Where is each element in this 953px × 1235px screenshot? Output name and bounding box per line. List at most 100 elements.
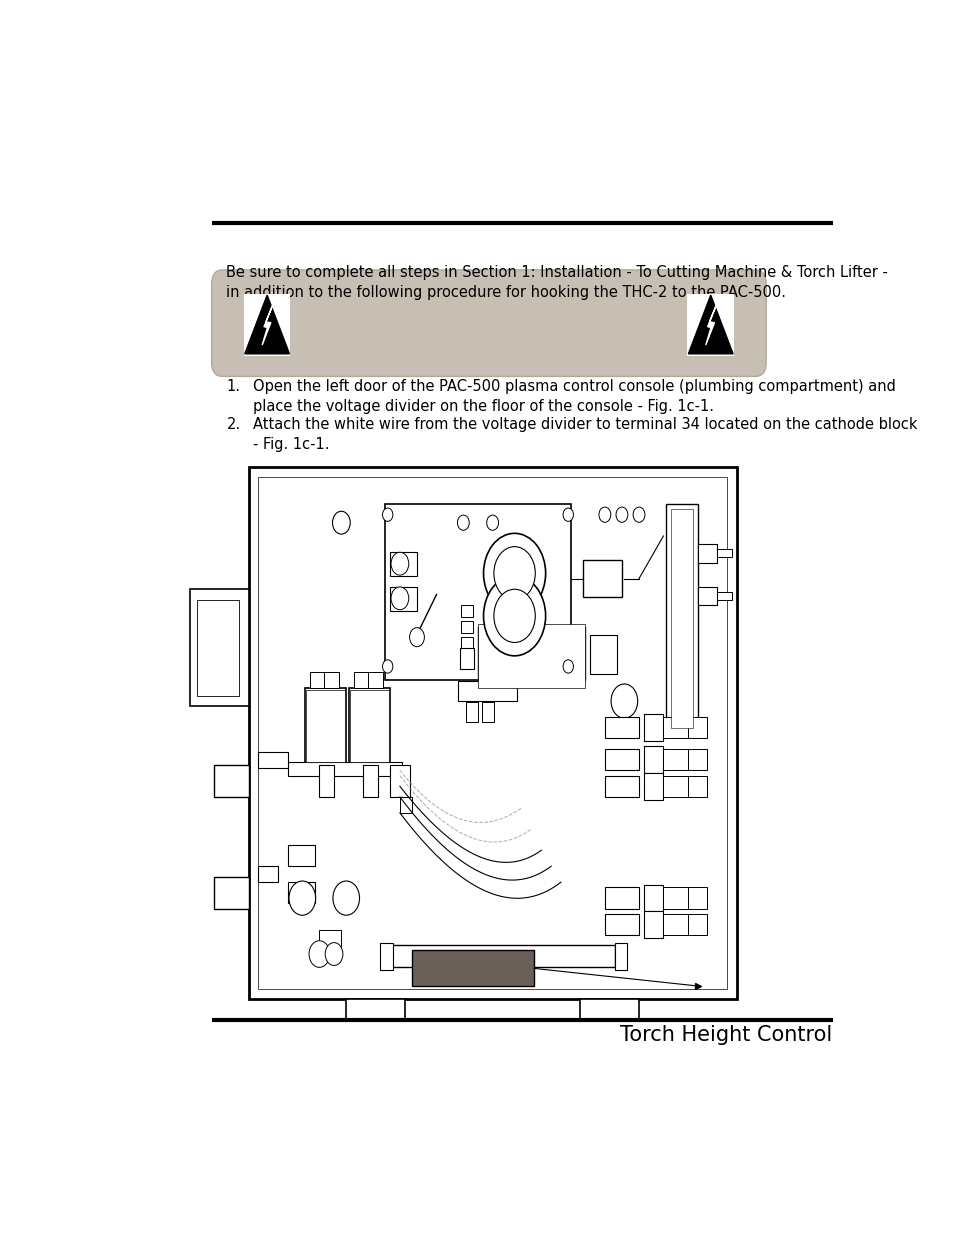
- Bar: [477, 626, 585, 679]
- Bar: [310, 672, 324, 688]
- Bar: [324, 672, 338, 688]
- Bar: [258, 752, 288, 768]
- Bar: [458, 680, 517, 701]
- Circle shape: [616, 508, 627, 522]
- Bar: [687, 776, 706, 797]
- Bar: [214, 877, 249, 909]
- Polygon shape: [245, 295, 289, 354]
- Circle shape: [562, 508, 573, 521]
- Bar: [582, 559, 621, 598]
- Bar: [412, 950, 534, 986]
- Bar: [477, 624, 585, 688]
- Bar: [643, 911, 662, 939]
- Circle shape: [456, 515, 469, 530]
- Circle shape: [598, 508, 610, 522]
- Polygon shape: [688, 295, 732, 354]
- Bar: [465, 703, 477, 722]
- Circle shape: [633, 508, 644, 522]
- Bar: [390, 945, 614, 967]
- Circle shape: [309, 941, 330, 967]
- Bar: [662, 748, 687, 771]
- FancyBboxPatch shape: [244, 294, 290, 356]
- Circle shape: [289, 881, 315, 915]
- Bar: [687, 914, 706, 935]
- Circle shape: [391, 552, 408, 576]
- Polygon shape: [262, 305, 273, 345]
- Bar: [319, 930, 341, 946]
- Bar: [604, 748, 639, 771]
- Bar: [390, 552, 416, 576]
- Circle shape: [611, 684, 637, 719]
- Bar: [249, 467, 736, 999]
- Circle shape: [325, 942, 342, 966]
- Bar: [460, 621, 473, 632]
- Bar: [304, 688, 346, 764]
- Bar: [604, 914, 639, 935]
- Bar: [481, 703, 494, 722]
- Circle shape: [382, 659, 393, 673]
- Bar: [643, 884, 662, 911]
- Bar: [643, 746, 662, 773]
- Bar: [350, 690, 388, 762]
- Bar: [368, 672, 382, 688]
- Text: Torch Height Control: Torch Height Control: [619, 1025, 832, 1045]
- Bar: [460, 605, 473, 618]
- Bar: [399, 797, 412, 813]
- Bar: [385, 504, 570, 679]
- Bar: [590, 635, 617, 674]
- Bar: [258, 478, 726, 989]
- Bar: [306, 690, 344, 762]
- Bar: [579, 999, 639, 1020]
- Bar: [662, 776, 687, 797]
- Bar: [348, 688, 390, 764]
- Bar: [288, 845, 314, 866]
- Bar: [604, 718, 639, 739]
- Circle shape: [494, 589, 535, 642]
- FancyBboxPatch shape: [212, 270, 765, 377]
- Bar: [354, 672, 368, 688]
- FancyBboxPatch shape: [687, 294, 733, 356]
- Text: 1.: 1.: [226, 379, 240, 394]
- Bar: [363, 764, 377, 797]
- Bar: [604, 776, 639, 797]
- Text: Be sure to complete all steps in Section 1: Installation - To Cutting Machine & : Be sure to complete all steps in Section…: [226, 266, 887, 300]
- Circle shape: [483, 576, 545, 656]
- Bar: [346, 999, 404, 1020]
- Bar: [288, 762, 402, 776]
- Bar: [460, 653, 473, 664]
- Bar: [614, 944, 626, 969]
- Circle shape: [391, 587, 408, 610]
- Bar: [214, 764, 249, 797]
- Circle shape: [333, 511, 350, 534]
- Bar: [258, 866, 277, 882]
- Circle shape: [483, 534, 545, 614]
- Bar: [662, 914, 687, 935]
- Bar: [697, 587, 717, 605]
- Bar: [687, 888, 706, 909]
- Circle shape: [494, 547, 535, 600]
- Text: Attach the white wire from the voltage divider to terminal 34 located on the cat: Attach the white wire from the voltage d…: [253, 417, 917, 452]
- Bar: [197, 600, 238, 695]
- Bar: [460, 637, 473, 648]
- Bar: [319, 764, 334, 797]
- Bar: [390, 587, 416, 610]
- Bar: [604, 888, 639, 909]
- Circle shape: [333, 881, 359, 915]
- Bar: [390, 764, 409, 797]
- Polygon shape: [705, 305, 716, 345]
- Bar: [662, 888, 687, 909]
- Bar: [190, 589, 249, 706]
- Circle shape: [382, 508, 393, 521]
- Bar: [687, 748, 706, 771]
- Bar: [459, 648, 473, 669]
- Bar: [662, 718, 687, 739]
- Circle shape: [409, 627, 424, 647]
- Circle shape: [562, 659, 573, 673]
- Bar: [697, 543, 717, 563]
- Bar: [717, 592, 731, 600]
- Bar: [643, 714, 662, 741]
- Bar: [670, 509, 692, 727]
- Text: 2.: 2.: [226, 417, 240, 432]
- Bar: [643, 773, 662, 799]
- Bar: [288, 882, 314, 904]
